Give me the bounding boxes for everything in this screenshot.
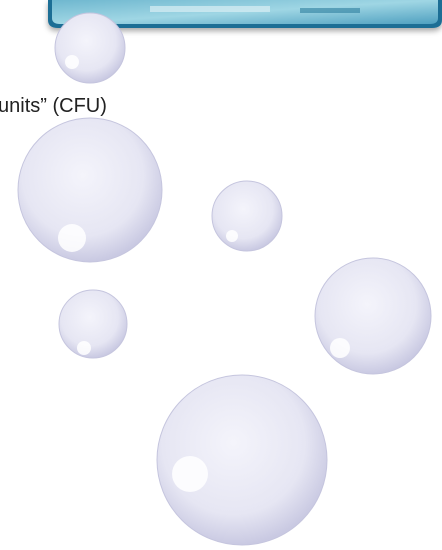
page: units” (CFU) (() => { const data = JSON.… [0, 0, 442, 550]
decoration [0, 0, 442, 550]
caption-text: units” (CFU) [0, 95, 107, 118]
bubbles [18, 13, 431, 545]
